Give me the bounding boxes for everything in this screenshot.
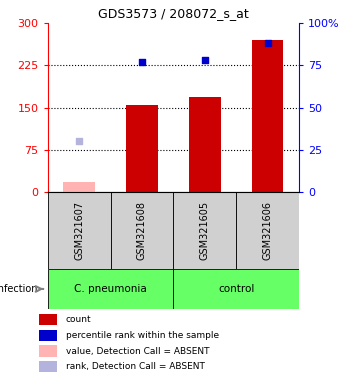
Point — [139, 59, 145, 65]
Bar — [39, 361, 57, 372]
Text: control: control — [218, 284, 254, 294]
Bar — [236, 192, 299, 269]
Title: GDS3573 / 208072_s_at: GDS3573 / 208072_s_at — [98, 7, 249, 20]
Bar — [39, 345, 57, 357]
Text: C. pneumonia: C. pneumonia — [74, 284, 147, 294]
Text: GSM321608: GSM321608 — [137, 201, 147, 260]
Bar — [39, 330, 57, 341]
Text: percentile rank within the sample: percentile rank within the sample — [66, 331, 219, 340]
Bar — [63, 182, 95, 192]
Point — [202, 57, 207, 63]
Text: GSM321606: GSM321606 — [263, 201, 273, 260]
Text: rank, Detection Call = ABSENT: rank, Detection Call = ABSENT — [66, 362, 204, 371]
Text: count: count — [66, 315, 91, 324]
Bar — [110, 192, 173, 269]
Bar — [252, 40, 284, 192]
Text: GSM321607: GSM321607 — [74, 201, 84, 260]
Bar — [39, 314, 57, 326]
Bar — [48, 269, 173, 309]
Bar — [126, 105, 158, 192]
Point — [265, 40, 271, 46]
Bar — [48, 192, 110, 269]
Bar — [173, 192, 236, 269]
Text: GSM321605: GSM321605 — [200, 201, 210, 260]
Bar — [189, 98, 221, 192]
Text: value, Detection Call = ABSENT: value, Detection Call = ABSENT — [66, 346, 209, 356]
Bar — [173, 269, 299, 309]
Point — [76, 138, 82, 144]
Text: infection: infection — [0, 284, 37, 294]
